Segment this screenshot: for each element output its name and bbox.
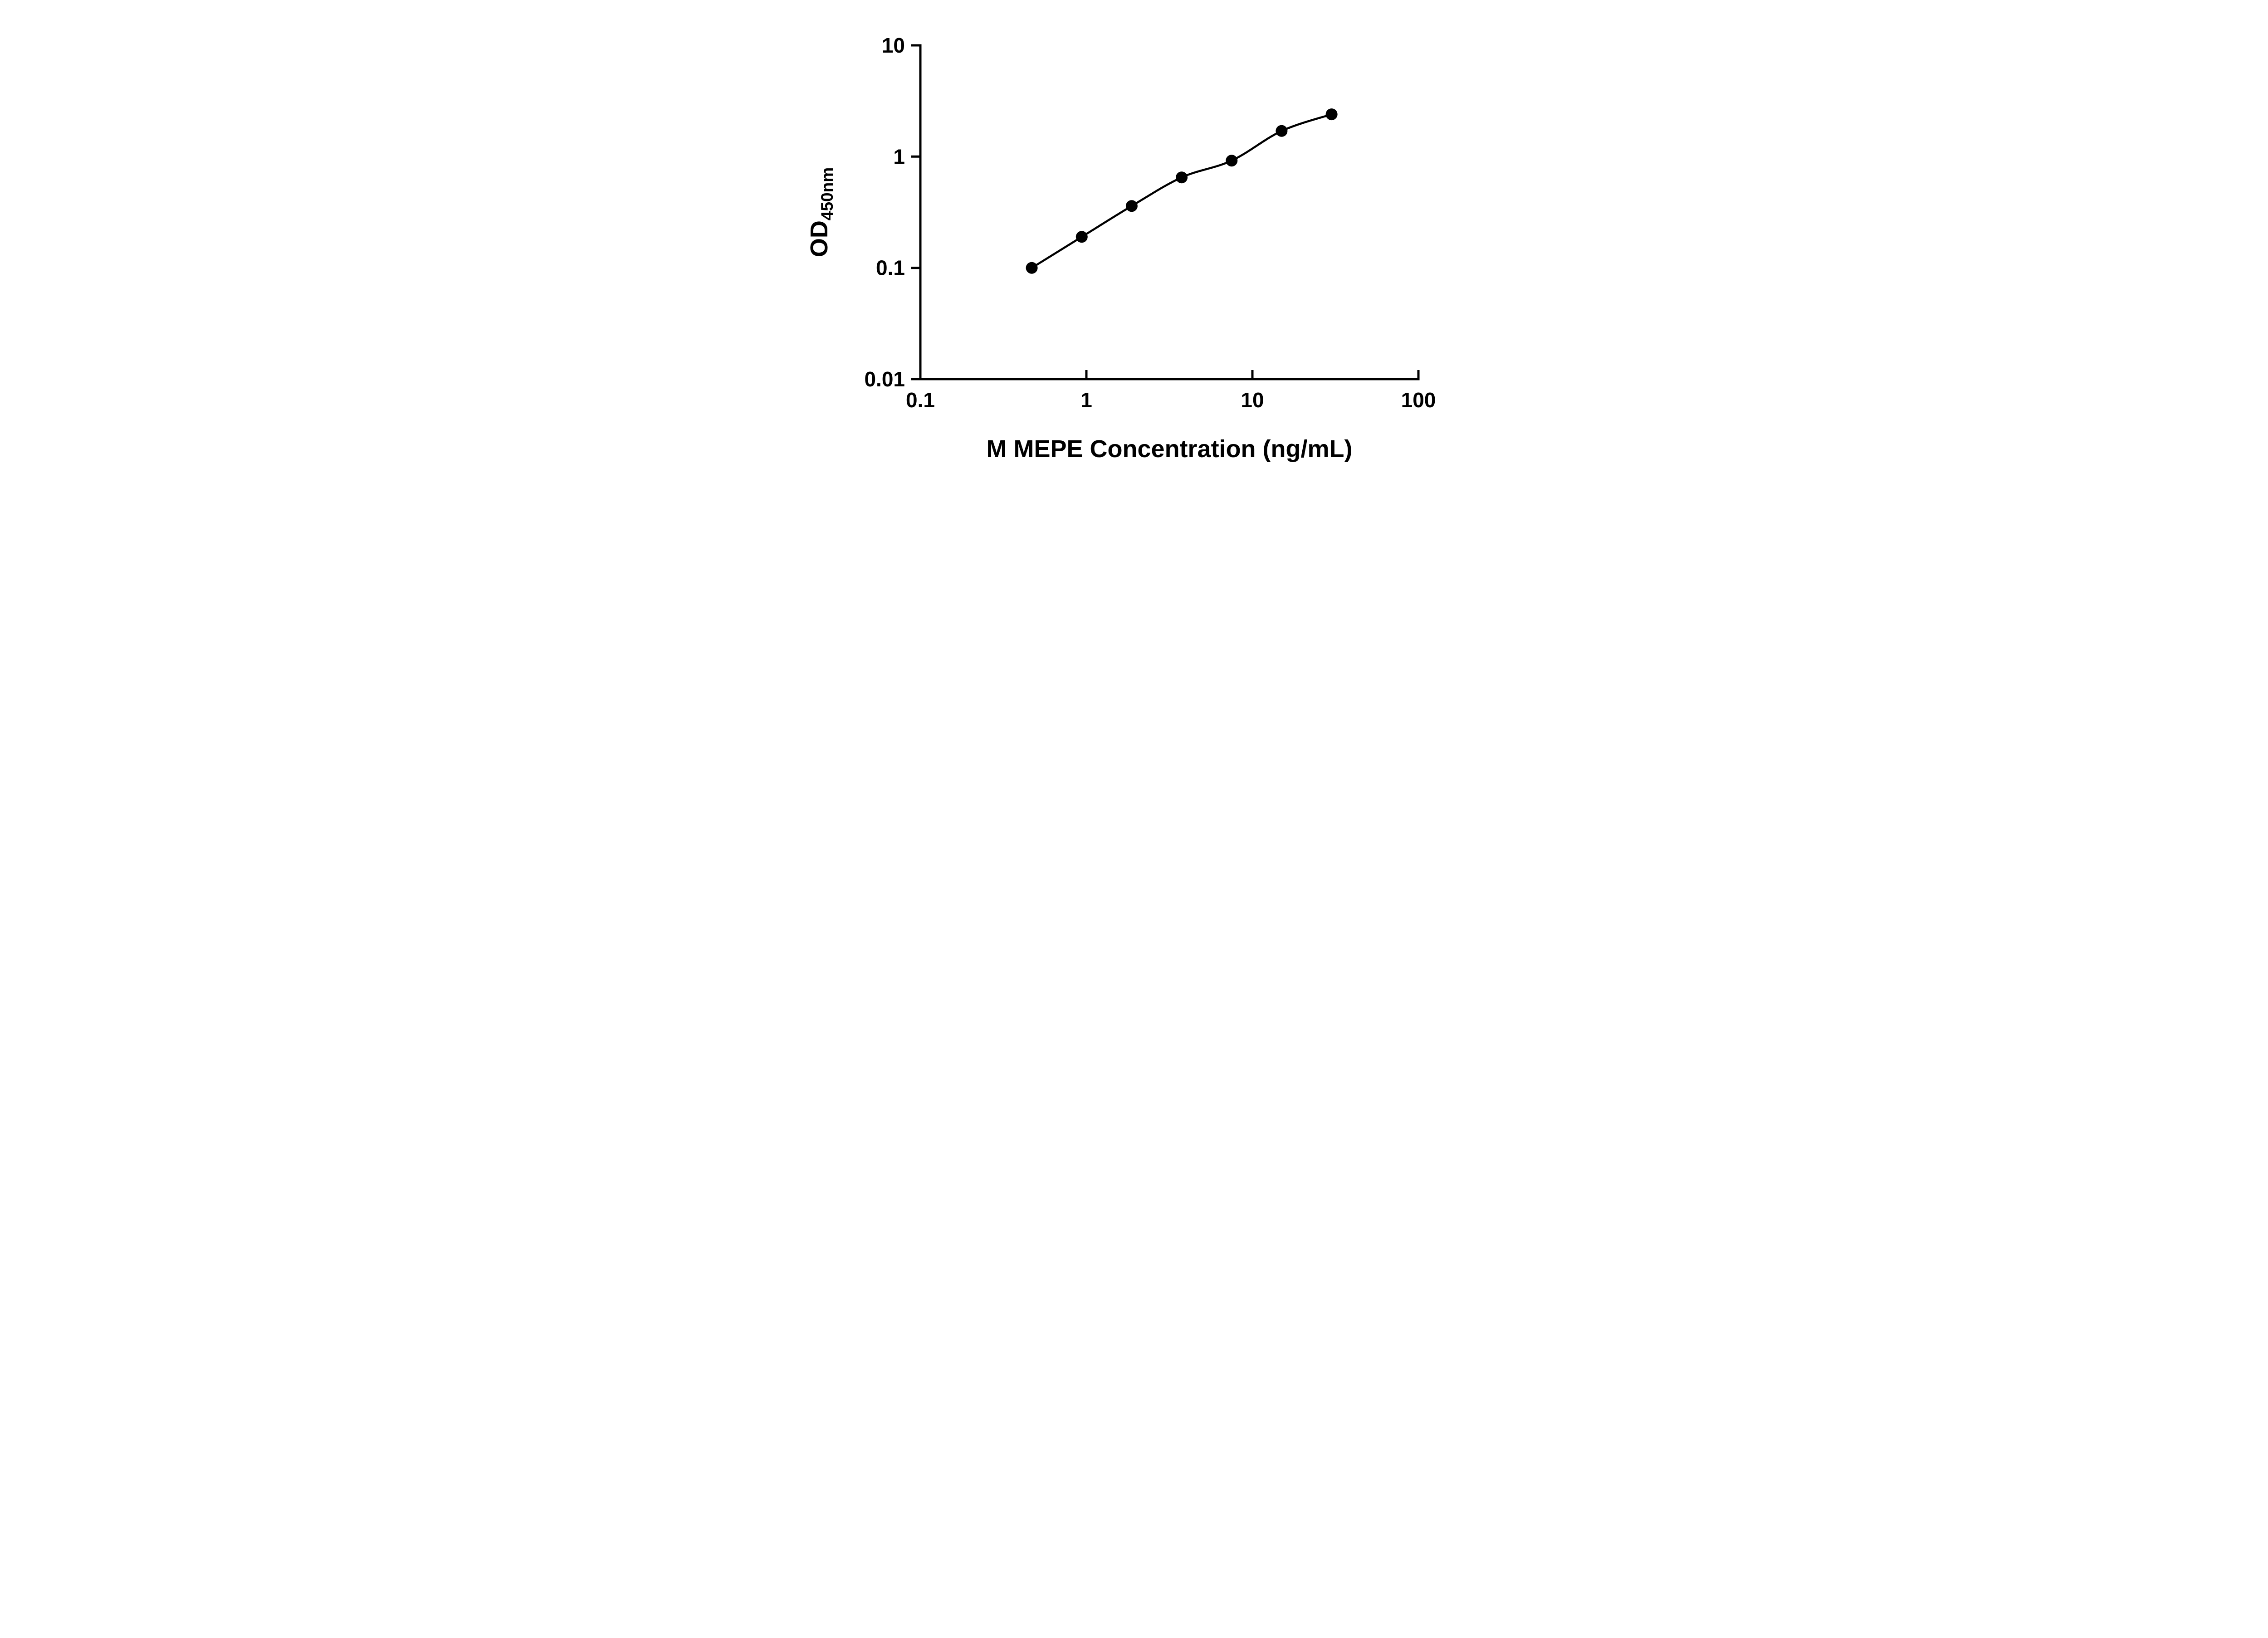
data-point	[1075, 231, 1088, 243]
axes	[919, 44, 1419, 380]
data-point	[1225, 155, 1237, 167]
x-axis-label: M MEPE Concentration (ng/mL)	[986, 435, 1352, 463]
y-axis-ticks: 10 1 0.1 0.01	[864, 34, 920, 391]
standard-curve-figure: 0.1 1 10 100 10 1 0.1 0.01 M MEPE Concentratio…	[784, 0, 1484, 492]
y-axis-label-subscript: 450nm	[818, 167, 836, 220]
y-tick-label: 10	[881, 34, 904, 57]
data-point	[1026, 262, 1038, 274]
data-point	[1275, 125, 1287, 137]
y-tick-label: 0.1	[876, 256, 905, 280]
x-tick-label: 100	[1401, 388, 1436, 412]
data-point	[1125, 200, 1138, 212]
data-points	[1026, 108, 1338, 274]
x-tick-label: 0.1	[906, 388, 935, 412]
data-point	[1325, 108, 1338, 121]
x-tick-label: 10	[1241, 388, 1264, 412]
fit-curve	[1031, 113, 1332, 269]
data-point	[1175, 171, 1188, 184]
y-tick-label: 1	[893, 145, 905, 168]
y-axis-label: OD450nm	[806, 167, 836, 257]
y-tick-label: 0.01	[864, 367, 905, 391]
x-axis-ticks: 0.1 1 10 100	[906, 370, 1436, 412]
x-tick-label: 1	[1080, 388, 1092, 412]
y-axis-label-main: OD	[806, 220, 833, 257]
